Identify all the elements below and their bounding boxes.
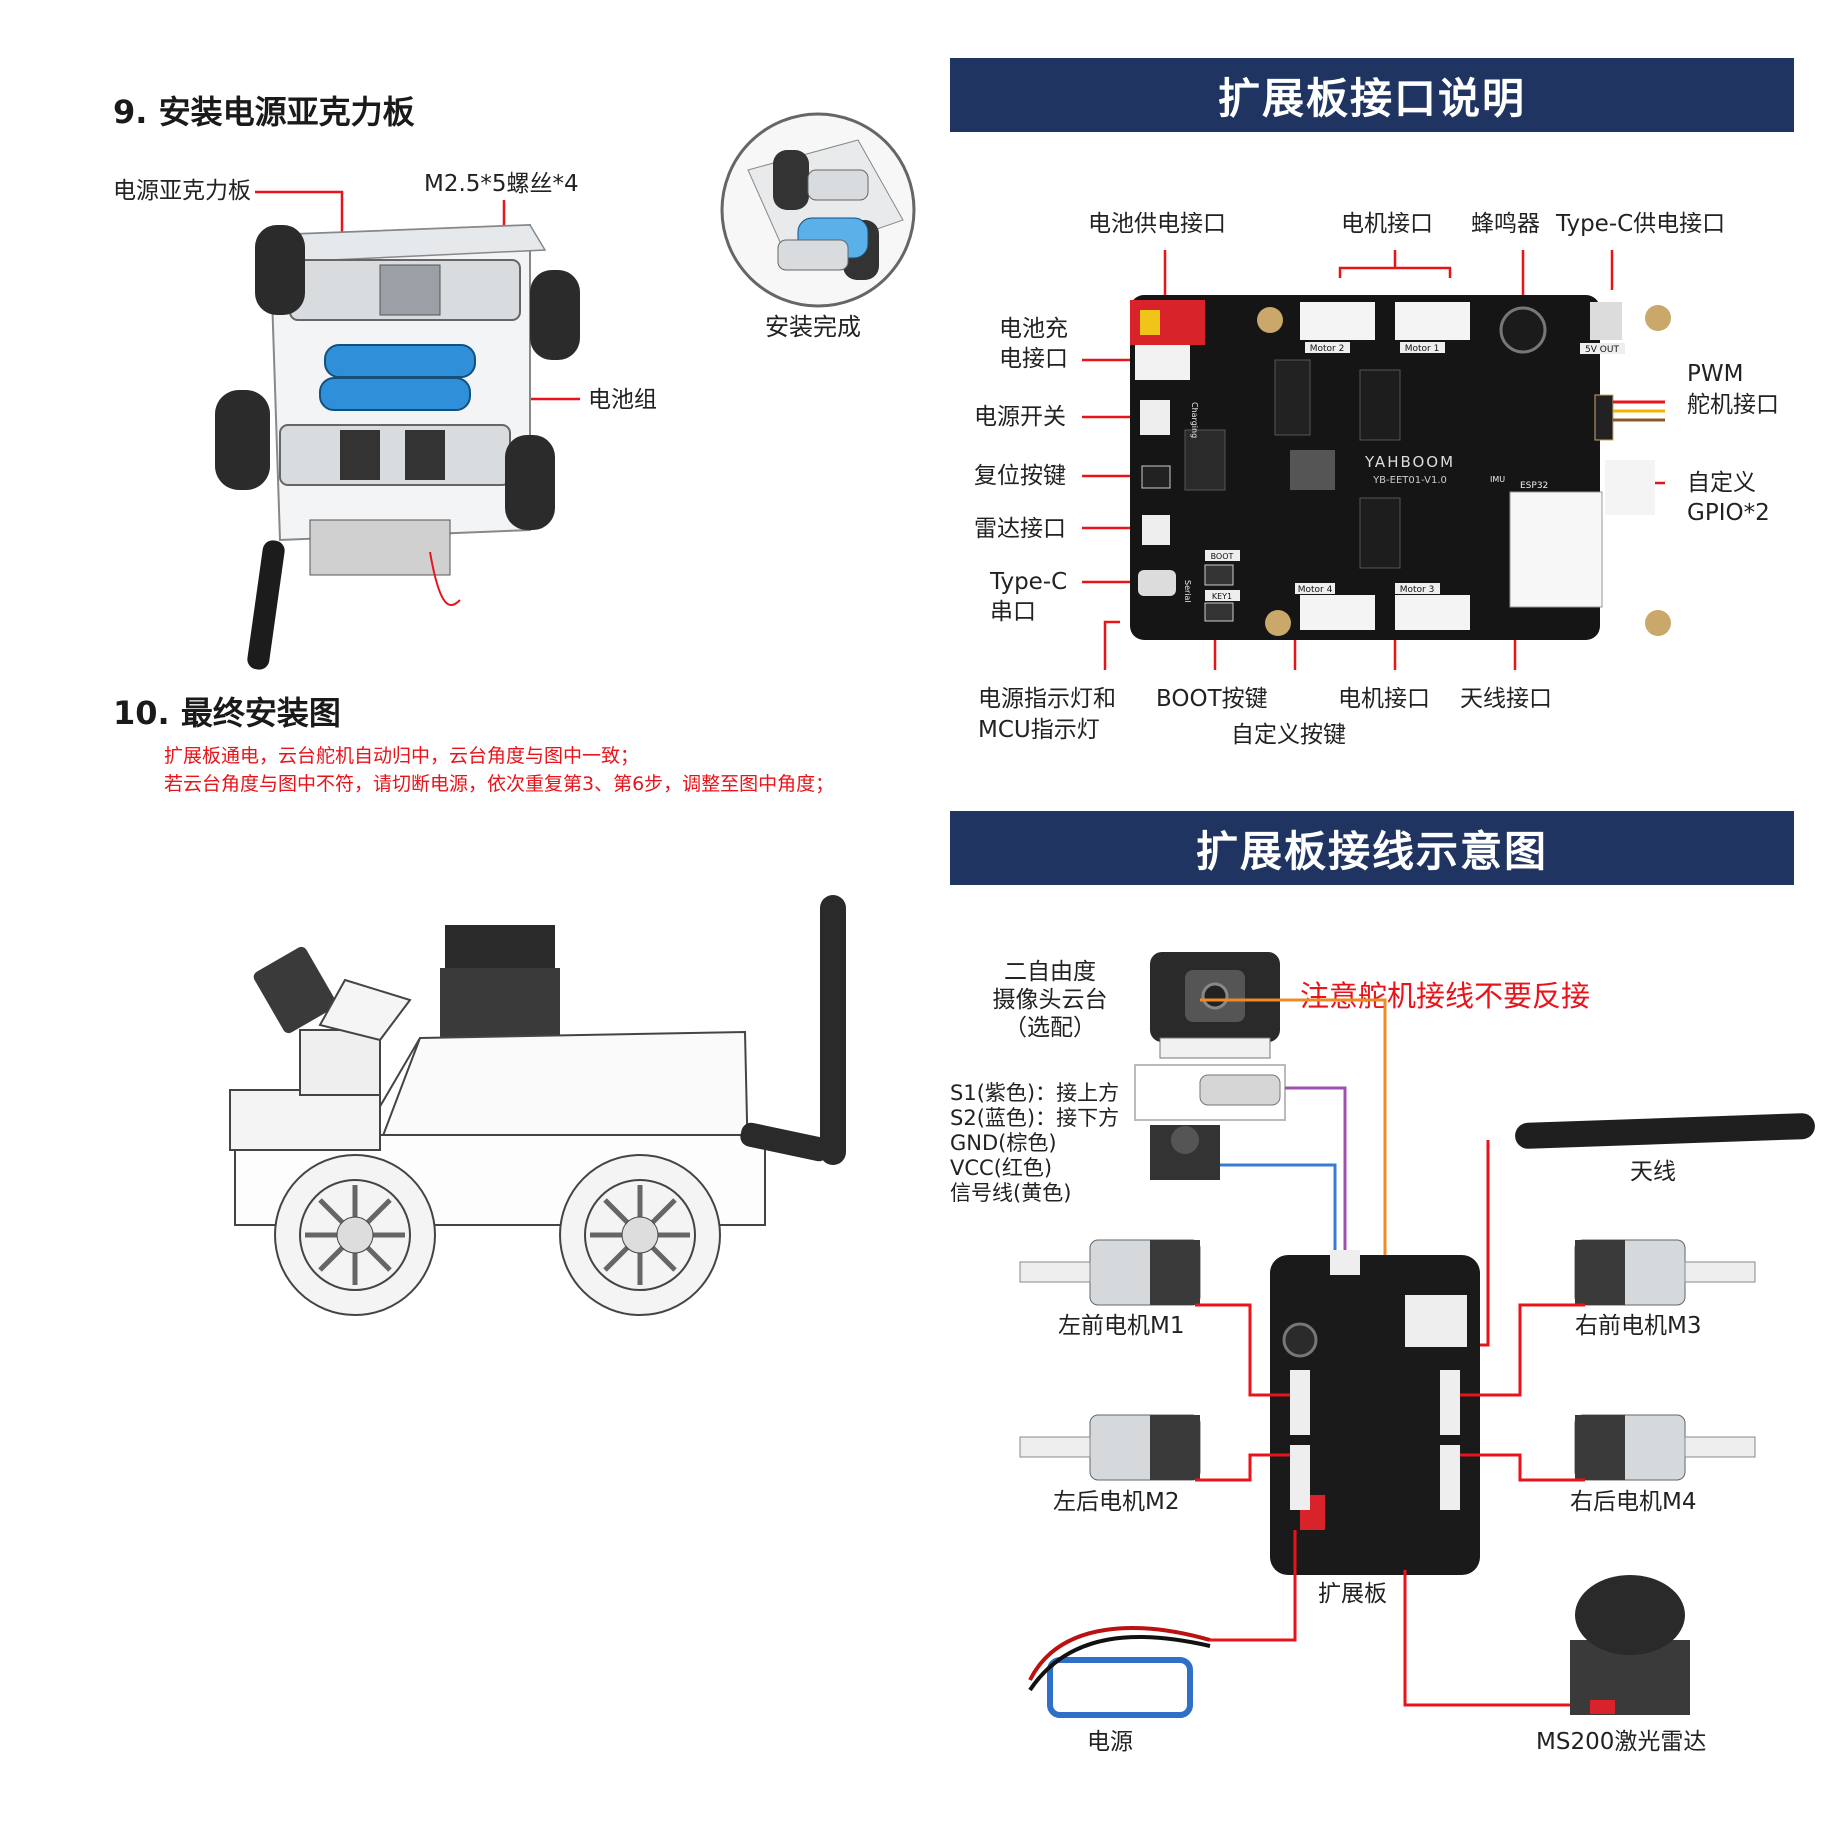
silk-model: YB-EET01-V1.0 (1372, 475, 1447, 486)
silk-boot: BOOT (1211, 552, 1234, 561)
silk-brand: YAHBOOM (1364, 453, 1455, 471)
label-gpio-2: GPIO*2 (1687, 500, 1770, 526)
chassis-battery-illustration (215, 190, 580, 670)
wiring-banner: 扩展板接线示意图 (950, 811, 1794, 885)
silk-esp32: ESP32 (1520, 481, 1548, 491)
label-battery-power: 电池供电接口 (1088, 211, 1226, 237)
antenna-icon (1515, 1113, 1815, 1149)
wiring-warning: 注意舵机接线不要反接 (1300, 979, 1591, 1013)
silk-5v-out: 5V OUT (1585, 345, 1619, 355)
silk-imu: IMU (1490, 475, 1505, 484)
servo-wire-signal: 信号线(黄色) (950, 1181, 1072, 1205)
servo-wire-gnd: GND(棕色) (950, 1131, 1057, 1155)
label-boot-key: BOOT按键 (1156, 686, 1268, 712)
servo-wire-s2: S2(蓝色)：接下方 (950, 1106, 1120, 1130)
silk-motor1: Motor 1 (1405, 344, 1440, 354)
step10-note-2: 若云台角度与图中不符，请切断电源，依次重复第3、第6步，调整至图中角度； (164, 773, 835, 795)
servo-wire-s1: S1(紫色)：接上方 (950, 1081, 1120, 1105)
gimbal-label-1: 二自由度 (1004, 959, 1096, 985)
wiring-diagram (1019, 952, 1815, 1718)
label-motor-m4: 右后电机M4 (1570, 1489, 1697, 1515)
label-buzzer: 蜂鸣器 (1471, 211, 1540, 237)
label-pwm-1: PWM (1687, 361, 1744, 387)
label-antenna: 天线 (1630, 1159, 1676, 1185)
final-assembly-illustration (229, 895, 846, 1316)
servo-wire-vcc: VCC(红色) (950, 1156, 1053, 1180)
label-board: 扩展板 (1318, 1581, 1387, 1607)
silk-charging: Charging (1190, 402, 1199, 438)
motor-icon (1019, 1239, 1201, 1481)
label-gpio-1: 自定义 (1687, 470, 1756, 496)
label-lidar: MS200激光雷达 (1536, 1729, 1707, 1755)
label-pwm-2: 舵机接口 (1687, 392, 1779, 418)
label-power-switch: 电源开关 (974, 404, 1066, 430)
gimbal-label-2: 摄像头云台 (992, 987, 1108, 1013)
gimbal-label-3: （选配） (1004, 1015, 1096, 1041)
silk-motor2: Motor 2 (1310, 344, 1345, 354)
label-screws: M2.5*5螺丝*4 (424, 171, 579, 197)
label-lidar-port: 雷达接口 (974, 516, 1066, 542)
silk-motor3: Motor 3 (1400, 585, 1435, 595)
label-motor-m2: 左后电机M2 (1053, 1489, 1180, 1515)
label-custom-key: 自定义按键 (1231, 722, 1346, 748)
label-motor-m1: 左前电机M1 (1058, 1313, 1185, 1339)
label-indicator-2: MCU指示灯 (978, 717, 1100, 743)
step10-title: 10. 最终安装图 (113, 694, 341, 732)
label-charging-2: 电接口 (999, 346, 1068, 372)
label-typec-serial-2: 串口 (990, 599, 1036, 625)
install-complete-detail (720, 112, 916, 308)
label-typec-serial-1: Type-C (990, 569, 1068, 595)
label-battery-pack: 电池组 (588, 387, 657, 413)
battery-icon (1047, 1657, 1193, 1718)
label-motor-m3: 右前电机M3 (1575, 1313, 1702, 1339)
label-antenna-port: 天线接口 (1460, 686, 1552, 712)
label-typec-power: Type-C供电接口 (1556, 211, 1726, 237)
label-motor-top: 电机接口 (1341, 211, 1433, 237)
silk-serial: Serial (1183, 580, 1192, 603)
label-acrylic-board: 电源亚克力板 (113, 178, 251, 204)
label-reset-key: 复位按键 (974, 463, 1066, 489)
label-power: 电源 (1087, 1729, 1133, 1755)
silk-motor4: Motor 4 (1298, 585, 1333, 595)
step10-note-1: 扩展板通电，云台舵机自动归中，云台角度与图中一致； (164, 745, 640, 767)
label-install-done: 安装完成 (765, 313, 861, 341)
label-indicator-1: 电源指示灯和 (978, 686, 1116, 712)
step9-title: 9. 安装电源亚克力板 (113, 93, 415, 131)
silk-key1: KEY1 (1212, 592, 1232, 601)
label-motor-bottom: 电机接口 (1338, 686, 1430, 712)
label-charging-1: 电池充 (999, 316, 1068, 342)
interface-banner: 扩展板接口说明 (950, 58, 1794, 132)
expansion-board-interface-diagram: Motor 2 Motor 1 5V OUT YAHBOOM YB-EET01-… (1082, 250, 1671, 670)
